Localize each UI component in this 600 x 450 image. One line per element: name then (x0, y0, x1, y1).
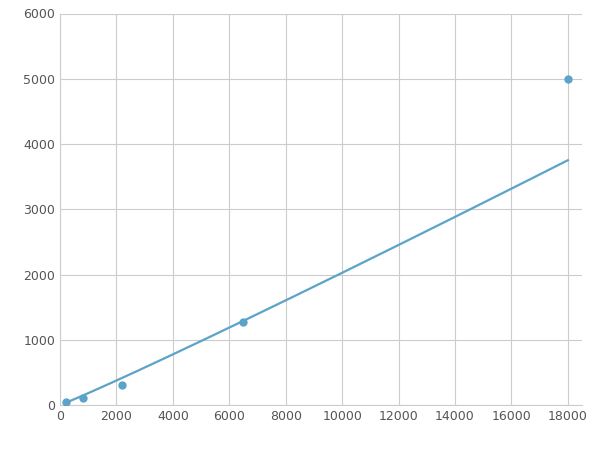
Point (563, 75, 572, 82)
Point (117, 382, 127, 389)
Point (61, 398, 70, 405)
Point (78, 395, 88, 402)
Point (239, 319, 248, 326)
